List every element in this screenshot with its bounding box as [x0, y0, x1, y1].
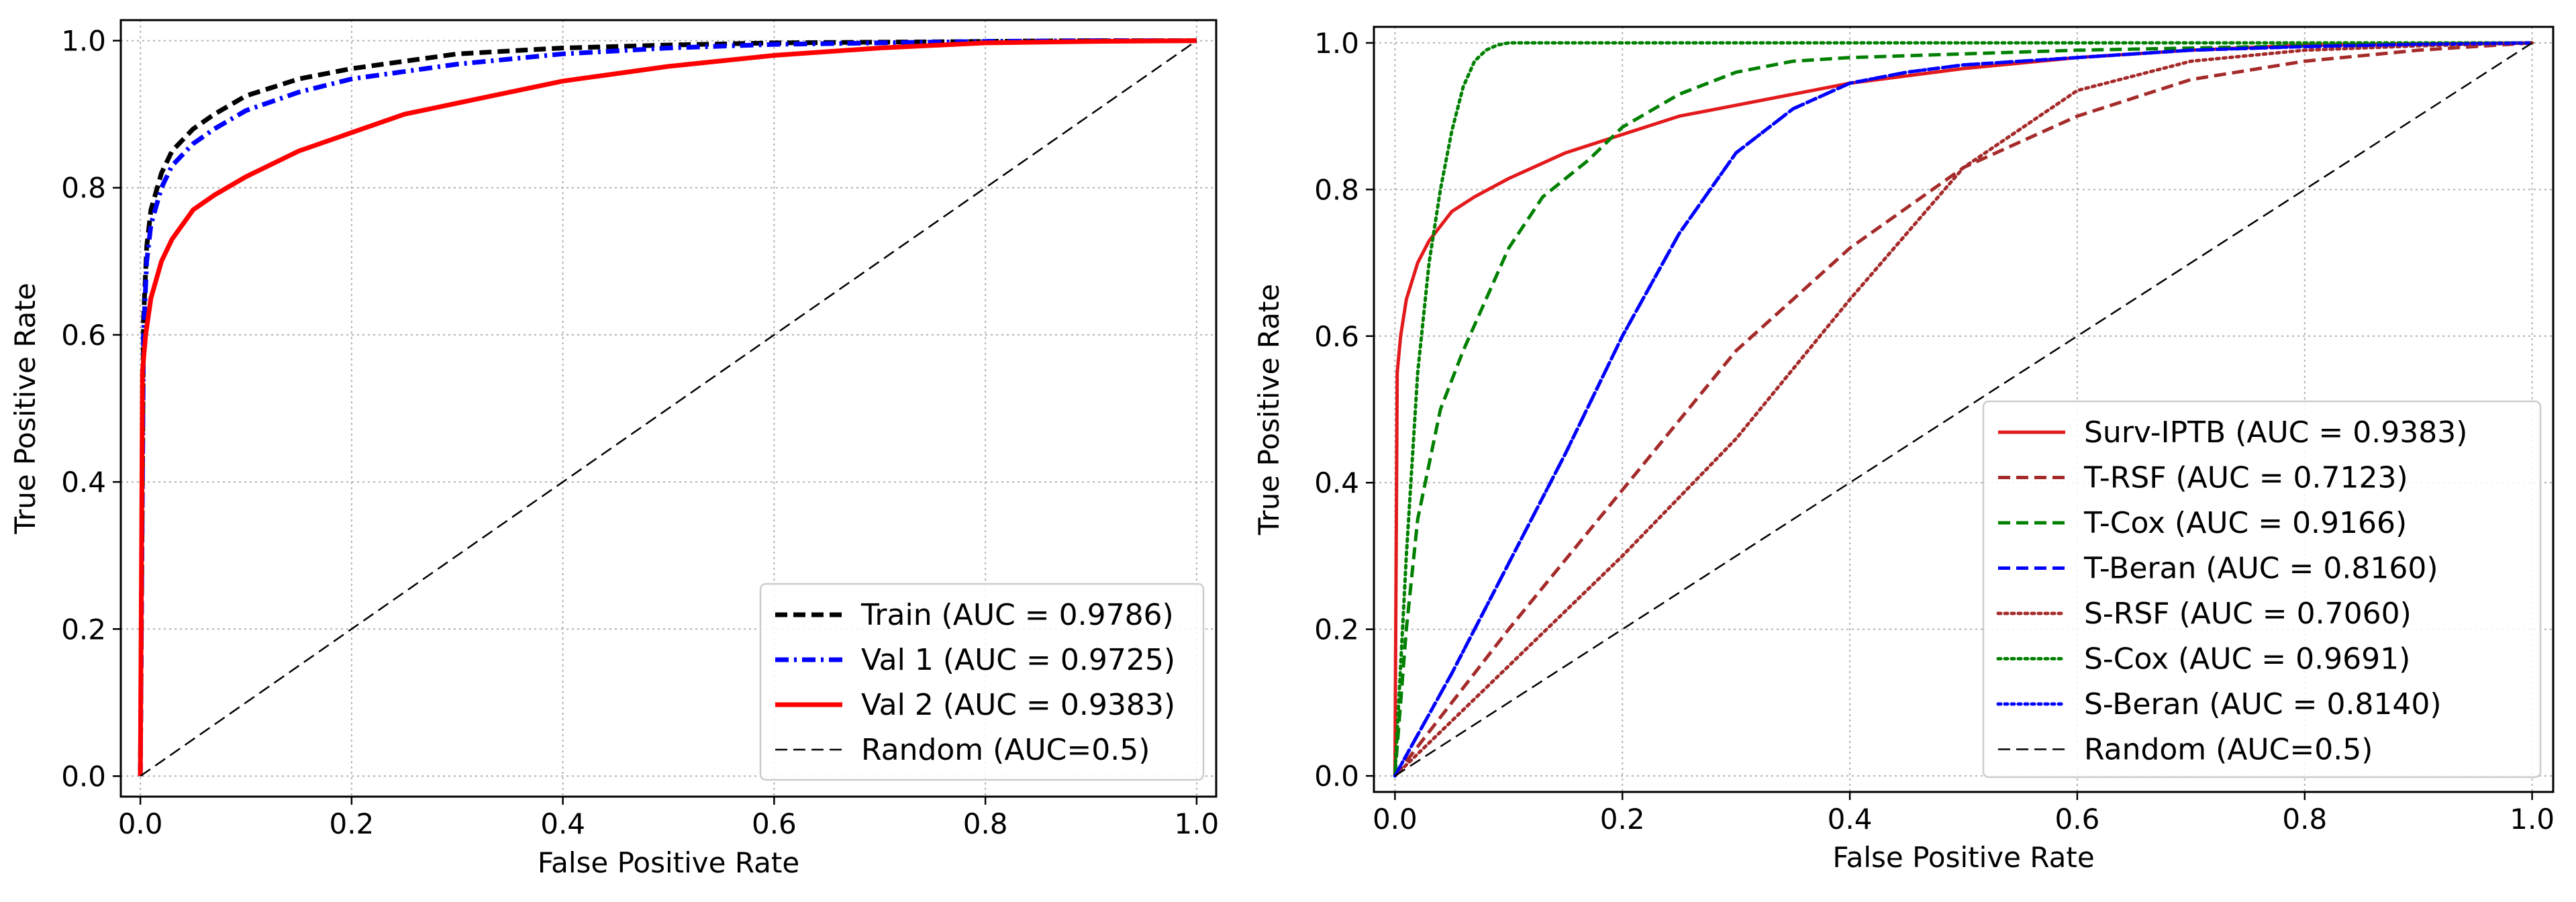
series-line-2 [138, 38, 1197, 776]
x-tick-label: 0.0 [118, 807, 163, 840]
x-tick-label: 0.6 [2055, 803, 2100, 836]
axes-frame [119, 19, 1218, 798]
y-tick-label: 1.0 [61, 25, 106, 58]
y-tick-label: 0.6 [61, 319, 106, 352]
y-tick-label: 0.0 [1314, 760, 1359, 793]
series-line-4 [1393, 41, 2534, 778]
y-tick-label: 0.2 [1314, 613, 1359, 646]
legend-label: T-Cox (AUC = 0.9166) [2083, 506, 2407, 540]
legend-label: Random (AUC=0.5) [2084, 733, 2373, 767]
x-tick-label: 0.2 [1600, 803, 1645, 836]
legend-label: T-RSF (AUC = 0.7123) [2083, 461, 2408, 495]
x-tick-label: 0.4 [1828, 803, 1873, 836]
series-line-3 [140, 40, 1197, 777]
series-line-1 [138, 38, 1197, 776]
y-tick-label: 0.4 [1314, 466, 1359, 499]
y-axis-label: True Positive Rate [9, 283, 42, 534]
series-line-6 [1393, 41, 2534, 778]
y-tick-label: 0.8 [1314, 173, 1359, 206]
legend-label: S-RSF (AUC = 0.7060) [2084, 597, 2412, 631]
x-tick-label: 1.0 [1174, 807, 1219, 840]
legend-box [1982, 400, 2542, 779]
legend-label: Random (AUC=0.5) [861, 733, 1150, 767]
y-tick-label: 0.2 [61, 613, 106, 646]
series-line-2 [1393, 41, 2532, 776]
series-line-7 [1394, 42, 2533, 777]
y-tick-label: 0.0 [61, 760, 106, 793]
y-axis-label: True Positive Rate [1252, 284, 1285, 536]
x-tick-label: 0.8 [2282, 803, 2327, 836]
legend-label: S-Cox (AUC = 0.9691) [2084, 642, 2410, 676]
legend-label: Surv-IPTB (AUC = 0.9383) [2084, 415, 2467, 450]
roc-panel-2: 0.0 0.2 0.4 0.6 0.8 1.0 0.0 0.2 0.4 0.6 0.8 1.0 Fals… [1252, 26, 2555, 874]
legend-label: Val 1 (AUC = 0.9725) [861, 643, 1175, 677]
legend: Surv-IPTB (AUC = 0.9383) T-RSF (AUC = 0.7… [1982, 400, 2542, 779]
y-tick-label: 0.4 [61, 466, 106, 499]
x-axis-label: False Positive Rate [538, 846, 799, 879]
y-tick-label: 0.8 [61, 172, 106, 205]
x-tick-label: 0.8 [963, 807, 1008, 840]
legend-label: Train (AUC = 0.9786) [860, 598, 1174, 632]
roc-panel-1: 0.0 0.2 0.4 0.6 0.8 1.0 0.0 0.2 0.4 0.6 0.8 1.0 Fals… [9, 19, 1219, 879]
x-tick-label: 0.6 [752, 807, 797, 840]
x-tick-label: 0.4 [540, 807, 585, 840]
axes-frame [1373, 26, 2555, 793]
x-tick-label: 0.0 [1373, 803, 1418, 836]
legend-label: S-Beran (AUC = 0.8140) [2084, 687, 2442, 721]
series-line-5 [1393, 41, 2534, 778]
legend-box [759, 583, 1205, 781]
x-axis-label: False Positive Rate [1832, 841, 2094, 874]
x-tick-label: 0.2 [329, 807, 374, 840]
legend: Train (AUC = 0.9786) Val 1 (AUC = 0.9725)… [759, 583, 1205, 781]
legend-label: T-Beran (AUC = 0.8160) [2083, 552, 2438, 586]
legend-label: Val 2 (AUC = 0.9383) [861, 688, 1175, 722]
y-tick-label: 1.0 [1314, 27, 1359, 60]
x-tick-label: 1.0 [2510, 803, 2555, 836]
y-tick-label: 0.6 [1314, 320, 1359, 353]
